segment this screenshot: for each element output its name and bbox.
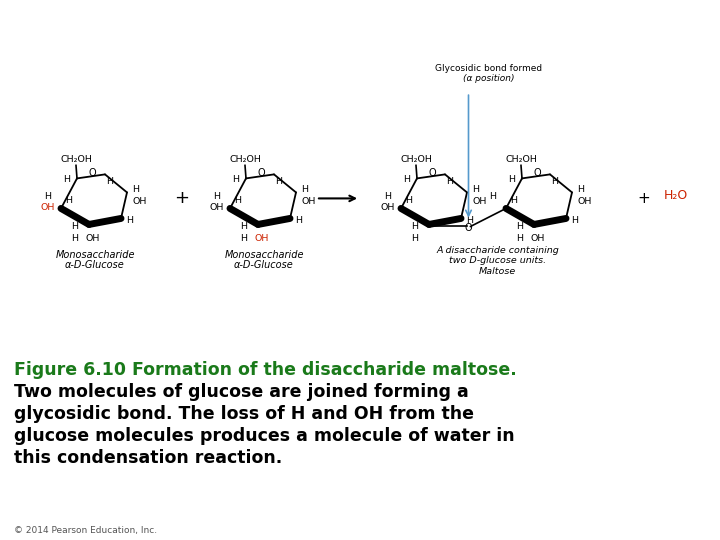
Text: H: H xyxy=(472,185,480,194)
Text: H: H xyxy=(71,222,78,231)
Text: CH₂OH: CH₂OH xyxy=(400,155,432,164)
Text: H: H xyxy=(384,192,392,201)
Text: OH: OH xyxy=(302,197,316,206)
Text: H: H xyxy=(577,185,585,194)
Text: H: H xyxy=(71,234,78,243)
Text: O: O xyxy=(257,168,265,178)
Text: H: H xyxy=(412,234,418,243)
Text: Monosaccharide: Monosaccharide xyxy=(224,251,304,260)
Text: H: H xyxy=(405,196,413,205)
Text: H: H xyxy=(446,177,454,186)
Text: OH: OH xyxy=(86,234,100,243)
Text: H: H xyxy=(302,185,308,194)
Text: OH: OH xyxy=(132,197,147,206)
Text: O: O xyxy=(88,168,96,178)
Text: CH₂OH: CH₂OH xyxy=(60,155,92,164)
Text: this condensation reaction.: this condensation reaction. xyxy=(14,449,282,467)
Text: H: H xyxy=(510,196,518,205)
Text: Monosaccharide: Monosaccharide xyxy=(55,251,135,260)
Text: OH: OH xyxy=(381,203,395,212)
Text: +: + xyxy=(638,191,650,206)
Text: H: H xyxy=(233,175,240,184)
Text: H: H xyxy=(467,216,474,225)
Text: H: H xyxy=(240,234,248,243)
Text: CH₂OH: CH₂OH xyxy=(505,155,537,164)
Text: Maltose: Maltose xyxy=(479,267,516,275)
Text: H: H xyxy=(66,196,73,205)
Text: H: H xyxy=(552,177,559,186)
Text: OH: OH xyxy=(41,203,55,212)
Text: OH: OH xyxy=(578,197,592,206)
Text: H: H xyxy=(107,177,114,186)
Text: H: H xyxy=(240,222,248,231)
Text: H: H xyxy=(508,175,516,184)
Text: glucose molecules produces a molecule of water in: glucose molecules produces a molecule of… xyxy=(14,427,515,444)
Text: (α position): (α position) xyxy=(463,75,514,83)
Text: H: H xyxy=(63,175,71,184)
Text: H: H xyxy=(516,222,523,231)
Text: H: H xyxy=(45,192,52,201)
Text: two D-glucose units.: two D-glucose units. xyxy=(449,256,546,266)
Text: CH₂OH: CH₂OH xyxy=(229,155,261,164)
Text: H: H xyxy=(276,177,282,186)
Text: OH: OH xyxy=(473,197,487,206)
Text: H: H xyxy=(214,192,220,201)
Text: glycosidic bond. The loss of H and OH from the: glycosidic bond. The loss of H and OH fr… xyxy=(14,404,474,423)
Text: A disaccharide containing: A disaccharide containing xyxy=(436,246,559,255)
Text: H: H xyxy=(490,192,497,201)
Text: H: H xyxy=(412,222,418,231)
Text: OH: OH xyxy=(531,234,545,243)
Text: O: O xyxy=(428,168,436,178)
Text: Figure 6.10 Formation of the disaccharide maltose.: Figure 6.10 Formation of the disaccharid… xyxy=(14,361,517,379)
Text: H: H xyxy=(572,216,578,225)
Text: +: + xyxy=(174,190,189,207)
Text: H: H xyxy=(295,216,302,225)
Text: α-D-Glucose: α-D-Glucose xyxy=(65,260,125,271)
Text: H: H xyxy=(516,234,523,243)
Text: 6.5 Disaccharides: Formation of Maltose: 6.5 Disaccharides: Formation of Maltose xyxy=(13,12,613,38)
Text: Two molecules of glucose are joined forming a: Two molecules of glucose are joined form… xyxy=(14,383,469,401)
Text: OH: OH xyxy=(255,234,269,243)
Text: OH: OH xyxy=(210,203,224,212)
Text: O: O xyxy=(534,168,541,178)
Text: H₂O: H₂O xyxy=(664,189,688,202)
Text: H: H xyxy=(403,175,410,184)
Text: H: H xyxy=(132,185,140,194)
Text: α-D-Glucose: α-D-Glucose xyxy=(234,260,294,271)
Text: © 2014 Pearson Education, Inc.: © 2014 Pearson Education, Inc. xyxy=(14,526,157,535)
Text: H: H xyxy=(127,216,133,225)
Text: O: O xyxy=(464,224,472,233)
Text: H: H xyxy=(235,196,241,205)
Text: Glycosidic bond formed: Glycosidic bond formed xyxy=(435,64,542,73)
